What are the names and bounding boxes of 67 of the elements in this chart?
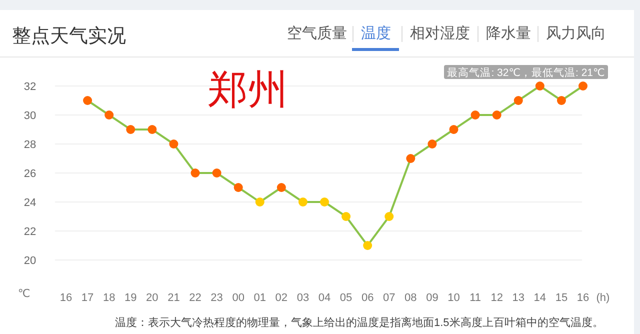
text: 空气质量 bbox=[287, 25, 347, 42]
point bbox=[449, 125, 458, 134]
x-tick-label: 16 bbox=[576, 292, 590, 304]
x-tick-label: 07 bbox=[383, 292, 396, 304]
y-tick-label: 26 bbox=[24, 168, 36, 180]
x-tick-label: 23 bbox=[210, 292, 223, 304]
x-tick-label: 15 bbox=[555, 292, 568, 304]
x-tick-label: 01 bbox=[254, 292, 266, 304]
x-tick-label: 05 bbox=[340, 292, 352, 304]
x-tick-label: 17 bbox=[81, 292, 94, 304]
point bbox=[104, 110, 114, 120]
x-tick-label: 21 bbox=[168, 292, 180, 304]
x-tick-label: 22 bbox=[189, 292, 202, 304]
text: 温度 bbox=[361, 25, 391, 42]
point bbox=[169, 140, 178, 148]
text: 相对湿度 bbox=[410, 25, 470, 42]
point bbox=[342, 212, 351, 221]
point bbox=[492, 110, 502, 120]
x-tick-label: 08 bbox=[404, 292, 417, 304]
x-tick-label: 20 bbox=[146, 292, 158, 304]
x-tick-label: 03 bbox=[296, 292, 310, 304]
x-tick-label: 13 bbox=[512, 292, 524, 304]
y-tick-label: 32 bbox=[24, 81, 36, 93]
x-tick-label: 10 bbox=[448, 292, 460, 304]
x-tick-label: 00 bbox=[232, 292, 244, 304]
point bbox=[578, 82, 588, 90]
point bbox=[190, 168, 200, 178]
x-tick-label: 02 bbox=[275, 292, 288, 304]
point bbox=[428, 140, 437, 148]
point bbox=[556, 96, 566, 105]
x-tick-label: 12 bbox=[490, 292, 503, 304]
point bbox=[514, 96, 523, 105]
point bbox=[83, 96, 92, 105]
x-tick-label: 18 bbox=[102, 292, 116, 304]
x-tick-label: 19 bbox=[124, 292, 137, 304]
text: 温度：表示大气冷热程度的物理量，气象上给出的温度是指离地面1.5米高度上百叶箱中的空气温度。 bbox=[115, 316, 604, 329]
point bbox=[126, 125, 136, 134]
x-tick-label: 09 bbox=[426, 292, 438, 304]
x-tick-label: 06 bbox=[361, 292, 374, 304]
y-tick-label: 22 bbox=[24, 226, 36, 238]
y-tick-label: 28 bbox=[24, 139, 36, 151]
y-tick-label: 20 bbox=[24, 255, 36, 267]
point bbox=[320, 198, 329, 206]
point bbox=[212, 168, 222, 178]
point bbox=[406, 154, 416, 163]
point bbox=[276, 183, 286, 192]
point bbox=[535, 82, 544, 90]
point bbox=[255, 198, 264, 206]
y-tick-label: 24 bbox=[24, 197, 36, 209]
chart-title: 整点天气实况 bbox=[12, 25, 126, 47]
point bbox=[363, 241, 372, 250]
text: 最高气温: 32℃，最低气温: 21℃ bbox=[447, 66, 606, 79]
point bbox=[470, 110, 480, 120]
y-axis-title: ℃ bbox=[18, 288, 30, 300]
y-tick-label: 30 bbox=[24, 110, 36, 122]
text: 风力风向 bbox=[546, 25, 606, 42]
point bbox=[384, 212, 394, 221]
text: 降水量 bbox=[486, 25, 531, 42]
point bbox=[234, 183, 243, 192]
point bbox=[298, 198, 308, 206]
x-tick-label: 04 bbox=[318, 292, 331, 304]
x-axis-title: (h) bbox=[596, 292, 610, 304]
x-tick-label: 16 bbox=[60, 292, 72, 304]
annotation: 郑州 bbox=[208, 68, 288, 112]
point bbox=[148, 125, 157, 134]
x-tick-label: 14 bbox=[534, 292, 546, 304]
x-tick-label: 11 bbox=[470, 292, 482, 304]
